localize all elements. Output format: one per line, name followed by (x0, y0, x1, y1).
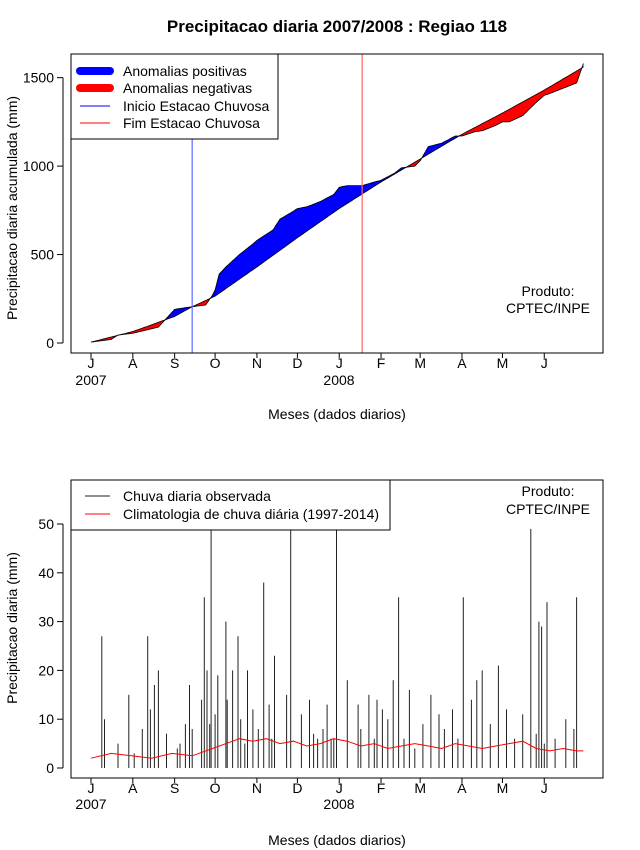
top-y-tick-label-3: 1500 (23, 70, 54, 86)
bottom-y-tick-label-1: 10 (38, 711, 54, 727)
top-y-axis: 0 500 1000 1500 (23, 70, 64, 351)
top-legend: Anomalias positivas Anomalias negativas … (70, 53, 279, 140)
top-x-tick-label-5: D (292, 355, 302, 371)
bottom-year-label-2: 2008 (323, 796, 354, 812)
bottom-legend-box (70, 479, 391, 531)
anomaly-area (90, 63, 584, 343)
bottom-x-tick-label-3: O (210, 780, 221, 796)
legend-end-label: Fim Estacao Chuvosa (123, 115, 260, 131)
top-x-tick-label-11: J (541, 355, 548, 371)
bottom-x-tick-label-7: F (377, 780, 386, 796)
bottom-x-tick-label-0: J (88, 780, 95, 796)
bottom-y-tick-label-2: 20 (38, 662, 54, 678)
bottom-y-axis-label: Precipitacao diaria (mm) (4, 552, 20, 704)
bottom-x-axis-label: Meses (dados diarios) (268, 832, 406, 848)
top-x-tick-label-9: A (457, 355, 467, 371)
top-panel: 0 500 1000 1500 J A S O N D J F M A M J 2007 2008 Mese… (4, 53, 604, 422)
top-y-axis-label: Precipitacao diaria acumulada (mm) (4, 96, 20, 320)
bottom-product-org: CPTEC/INPE (506, 501, 590, 517)
bottom-x-tick-label-1: A (128, 780, 138, 796)
top-y-tick-label-2: 1000 (23, 158, 54, 174)
top-x-tick-label-10: M (497, 355, 509, 371)
bottom-x-tick-label-5: D (292, 780, 302, 796)
legend-positive-label: Anomalias positivas (123, 63, 247, 79)
bottom-y-axis: 0 10 20 30 40 50 (38, 516, 64, 776)
top-x-tick-label-7: F (377, 355, 386, 371)
climatology-line (90, 738, 584, 759)
bottom-panel: 0 10 20 30 40 50 J A S O N D J F M A M J 2007 2008 Meses… (4, 479, 604, 848)
top-x-tick-label-0: J (88, 355, 95, 371)
legend-start-label: Inicio Estacao Chuvosa (123, 98, 270, 114)
top-x-tick-label-2: S (170, 355, 179, 371)
bottom-y-tick-label-5: 50 (38, 516, 54, 532)
bottom-x-tick-label-10: M (497, 780, 509, 796)
legend-climatology-label: Climatologia de chuva diária (1997-2014) (123, 506, 379, 522)
bottom-y-tick-label-3: 30 (38, 614, 54, 630)
legend-observed-label: Chuva diaria observada (123, 488, 271, 504)
top-x-axis-label: Meses (dados diarios) (268, 406, 406, 422)
top-product-org: CPTEC/INPE (506, 300, 590, 316)
top-x-tick-label-1: A (128, 355, 138, 371)
top-year-label-2: 2008 (323, 372, 354, 388)
bottom-y-tick-label-4: 40 (38, 565, 54, 581)
bottom-x-tick-label-6: J (336, 780, 343, 796)
top-x-tick-label-8: M (414, 355, 426, 371)
bottom-y-tick-label-0: 0 (46, 760, 54, 776)
top-product-label: Produto: (522, 283, 575, 299)
bottom-x-tick-label-9: A (457, 780, 467, 796)
bottom-x-tick-label-4: N (252, 780, 262, 796)
climatology-cumulative-line (90, 66, 584, 343)
bottom-legend: Chuva diaria observada Climatologia de c… (70, 479, 391, 531)
top-x-tick-label-6: J (336, 355, 343, 371)
bottom-x-tick-label-11: J (541, 780, 548, 796)
chart-title: Precipitacao diaria 2007/2008 : Regiao 1… (167, 17, 507, 36)
legend-negative-label: Anomalias negativas (123, 80, 252, 96)
bottom-year-label-1: 2007 (75, 796, 106, 812)
observed-cumulative-line (90, 63, 584, 343)
bottom-x-tick-label-8: M (414, 780, 426, 796)
bottom-product-label: Produto: (522, 483, 575, 499)
observed-bars (101, 519, 578, 768)
top-x-tick-label-3: O (210, 355, 221, 371)
top-y-tick-label-0: 0 (46, 335, 54, 351)
bottom-x-tick-label-2: S (170, 780, 179, 796)
positive-anomaly-segment-8 (422, 135, 460, 158)
top-y-tick-label-1: 500 (31, 247, 55, 263)
top-year-label-1: 2007 (75, 372, 106, 388)
top-x-tick-label-4: N (252, 355, 262, 371)
